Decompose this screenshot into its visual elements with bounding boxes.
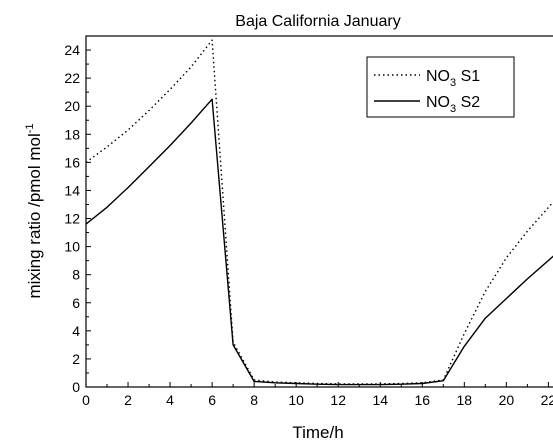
- y-tick-label: 0: [72, 379, 80, 395]
- y-tick-label: 16: [64, 154, 80, 170]
- series-line-2: [85, 98, 553, 386]
- y-tick-label: 6: [72, 295, 80, 311]
- legend-label-s1: NO3 S1: [426, 68, 480, 89]
- x-axis-label: Time/h: [292, 423, 343, 442]
- x-tick-label: 4: [166, 392, 174, 408]
- x-tick-label: 14: [372, 392, 388, 408]
- series-lines: [85, 39, 553, 386]
- legend: NO3 S1 NO3 S2: [366, 56, 515, 118]
- legend-box: [366, 56, 515, 118]
- chart-title: Baja California January: [235, 13, 400, 30]
- y-axis-label-exponent: -1: [24, 123, 36, 133]
- y-tick-label: 20: [64, 98, 80, 114]
- x-tick-label: 16: [414, 392, 430, 408]
- x-tick-label: 20: [499, 392, 515, 408]
- x-tick-label: 22: [541, 392, 553, 408]
- y-tick-label: 22: [64, 70, 80, 86]
- y-tick-label: 10: [64, 239, 80, 255]
- x-tick-label: 10: [288, 392, 304, 408]
- x-tick-label: 0: [82, 392, 90, 408]
- x-tick-label: 18: [457, 392, 473, 408]
- legend-label-s2: NO3 S2: [426, 94, 480, 115]
- y-tick-label: 18: [64, 126, 80, 142]
- plot-frame: [85, 35, 553, 388]
- x-tick-label: 2: [124, 392, 132, 408]
- x-tick-label: 6: [208, 392, 216, 408]
- y-tick-label: 12: [64, 211, 80, 227]
- y-axis-label: mixing ratio /pmol mol-1: [24, 123, 44, 298]
- x-tick-label: 8: [250, 392, 258, 408]
- y-tick-label: 24: [64, 42, 80, 58]
- y-tick-label: 8: [72, 267, 80, 283]
- y-tick-label: 2: [72, 351, 80, 367]
- y-tick-label: 14: [64, 182, 80, 198]
- y-tick-label: 4: [72, 323, 80, 339]
- x-tick-label: 12: [330, 392, 346, 408]
